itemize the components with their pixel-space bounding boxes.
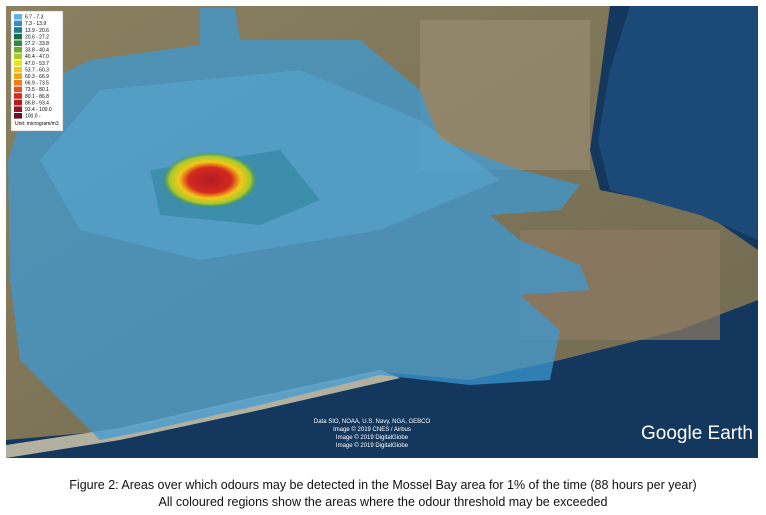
legend-label: 40.4 - 47.0 <box>25 54 49 60</box>
legend-swatch <box>14 53 22 60</box>
attribution: Data SIO, NOAA, U.S. Navy, NGA, GEBCOIma… <box>314 419 431 449</box>
attribution-line: Data SIO, NOAA, U.S. Navy, NGA, GEBCO <box>314 419 431 425</box>
legend-swatch <box>14 73 22 79</box>
legend-swatch <box>14 33 22 40</box>
legend-swatch <box>14 66 22 73</box>
attribution-line: Image © 2019 CNES / Airbus <box>333 426 411 433</box>
legend-swatch <box>14 60 22 66</box>
legend-label: 73.5 - 80.1 <box>25 87 49 93</box>
legend-label: 53.7 - 60.3 <box>25 67 49 73</box>
legend-label: 86.8 - 93.4 <box>25 100 49 106</box>
legend-swatch <box>14 27 22 33</box>
legend-swatch <box>14 80 22 86</box>
legend-swatch <box>14 86 22 93</box>
legend-label: 66.9 - 73.5 <box>25 81 49 87</box>
legend-label: 33.8 - 40.4 <box>25 48 49 54</box>
legend-swatch <box>14 113 22 119</box>
watermark: Google Earth <box>641 423 753 444</box>
legend-swatch <box>14 93 22 99</box>
caption-line-1: Figure 2: Areas over which odours may be… <box>69 478 697 492</box>
legend-label: 13.9 - 20.6 <box>25 28 49 34</box>
legend-label: 47.0 - 53.7 <box>25 61 49 67</box>
legend-swatch <box>14 106 22 112</box>
legend-label: 6.7 - 7.3 <box>25 15 44 21</box>
caption-line-2: All coloured regions show the areas wher… <box>158 495 608 509</box>
legend-label: 60.3 - 66.9 <box>25 74 49 80</box>
odour-plume <box>8 8 590 440</box>
legend-label: 20.6 - 27.2 <box>25 34 49 40</box>
legend-label: 27.2 - 33.8 <box>25 41 49 47</box>
attribution-line: Image © 2019 DigitalGlobe <box>336 434 409 441</box>
legend-swatch <box>14 20 22 27</box>
legend-swatch <box>14 14 22 20</box>
legend-label: 80.1 - 86.8 <box>25 94 49 100</box>
legend-swatch <box>14 99 22 106</box>
legend-unit: Unit: microgram/m3 <box>15 121 59 127</box>
legend-label: 100.0 - <box>25 114 41 120</box>
legend: 6.7 - 7.37.3 - 13.913.9 - 20.620.6 - 27.… <box>10 10 64 132</box>
legend-label: 93.4 - 100.0 <box>25 107 52 113</box>
legend-label: 7.3 - 13.9 <box>25 21 46 27</box>
map: 6.7 - 7.37.3 - 13.913.9 - 20.620.6 - 27.… <box>6 6 758 458</box>
legend-swatch <box>14 40 22 46</box>
legend-swatch <box>14 47 22 53</box>
attribution-line: Image © 2019 DigitalGlobe <box>336 442 409 449</box>
